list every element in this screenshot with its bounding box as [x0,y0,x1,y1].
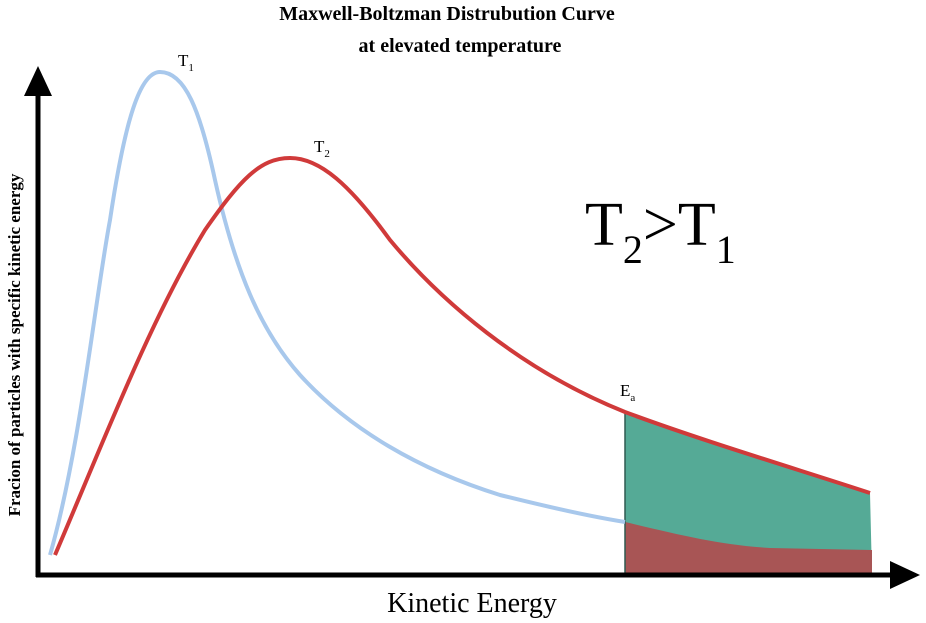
x-axis-label: Kinetic Energy [387,588,557,619]
ea-label: Ea [620,381,635,404]
text-part: 1 [188,62,194,74]
t1-curve [48,69,626,556]
text-part: 1 [716,227,736,272]
text-part: T [678,191,716,259]
text-part: 2 [324,148,330,160]
title-line: at elevated temperature [359,35,562,57]
text-part: > [643,191,678,259]
text-part: T [178,51,189,70]
title-line: Maxwell-Boltzman Distrubution Curve [279,3,615,25]
activation-area [625,412,872,575]
t1-activation-area [625,522,872,575]
text-part: a [630,392,635,404]
t2-curve [53,155,871,556]
text-part: T [585,191,623,259]
text-part: E [620,381,630,400]
comparison: T2>T1 [585,191,736,272]
text-part: 2 [623,227,643,272]
t2-label: T2 [314,137,330,160]
y-axis-label: Fracion of particles with specific kinet… [5,173,24,516]
y-arrow [24,66,52,96]
t1-label: T1 [178,51,194,74]
x-arrow [890,561,920,589]
text-part: T [314,137,325,156]
